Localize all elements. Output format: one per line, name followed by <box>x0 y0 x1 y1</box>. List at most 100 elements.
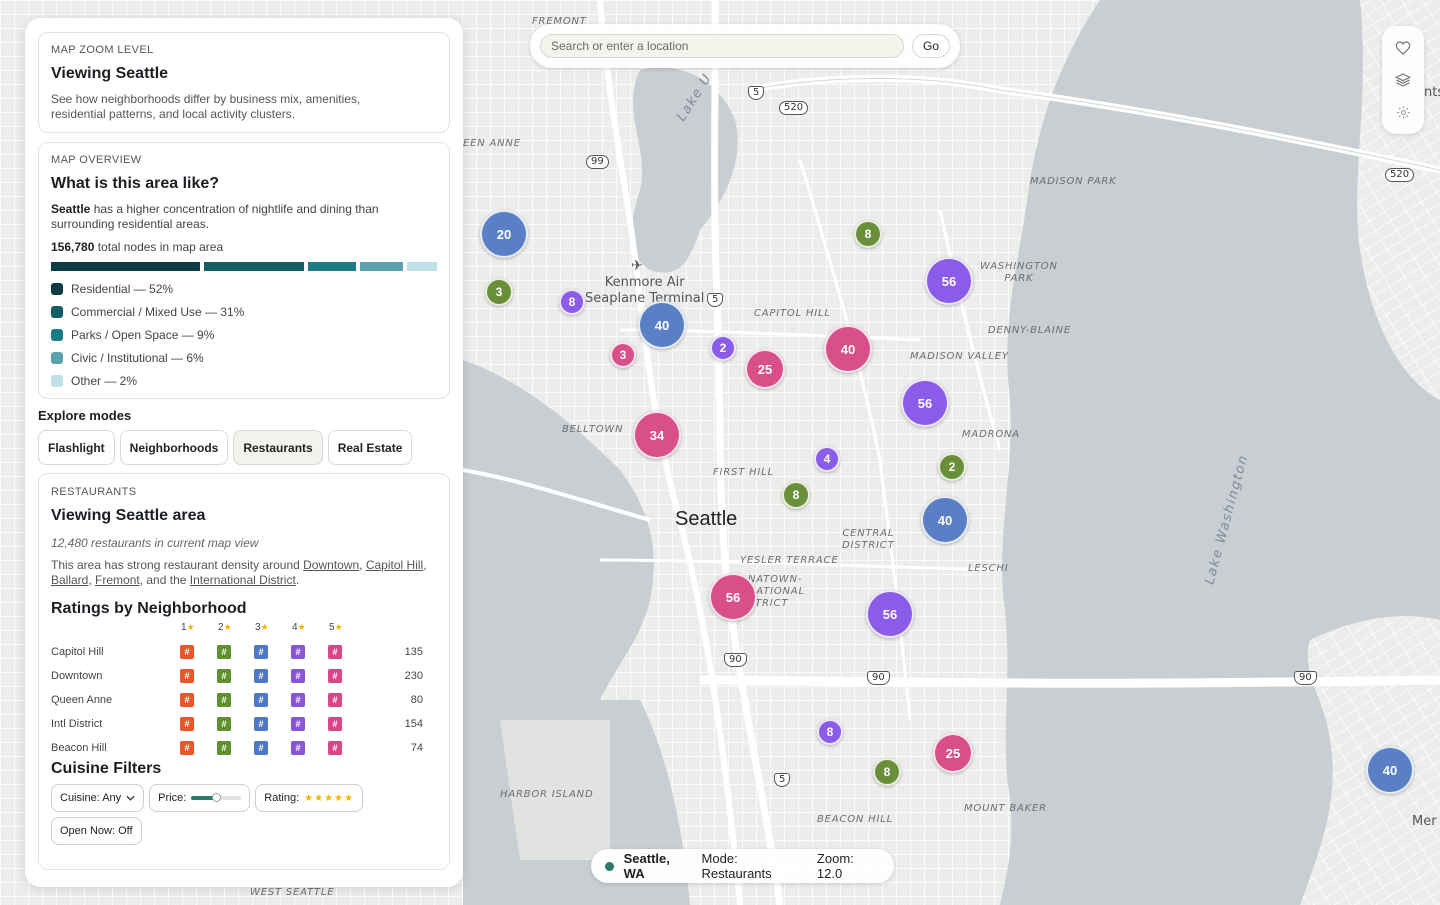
go-button[interactable]: Go <box>911 34 950 58</box>
rating-cell[interactable]: # <box>328 741 342 755</box>
mode-tab-real-estate[interactable]: Real Estate <box>327 430 413 465</box>
rating-header: 2★ <box>218 622 232 633</box>
rating-cell[interactable]: # <box>217 693 231 707</box>
legend-label: Other — 2% <box>71 373 138 388</box>
neighborhood-name: Capitol Hill <box>51 646 104 658</box>
label-madison-park: MADISON PARK <box>1030 176 1117 187</box>
highway-shield-90: 90 <box>1294 671 1317 685</box>
rating-cell[interactable]: # <box>328 693 342 707</box>
map-cluster-marker[interactable]: 56 <box>901 379 949 427</box>
rating-filter[interactable]: Rating: ★★★★★ <box>255 784 363 812</box>
price-slider[interactable] <box>191 793 242 802</box>
rating-cell[interactable]: # <box>217 741 231 755</box>
rating-cell[interactable]: # <box>180 741 194 755</box>
rating-cell[interactable]: # <box>291 669 305 683</box>
rating-total: 230 <box>404 670 423 682</box>
map-cluster-marker[interactable]: 40 <box>1366 746 1414 794</box>
legend-swatch <box>51 305 63 318</box>
chevron-down-icon <box>126 795 135 801</box>
rating-cell[interactable]: # <box>254 717 268 731</box>
legend-label: Commercial / Mixed Use — 31% <box>71 304 245 319</box>
favorite-button[interactable] <box>1390 35 1416 61</box>
rating-cell[interactable]: # <box>328 669 342 683</box>
rating-cell[interactable]: # <box>254 741 268 755</box>
rating-cell[interactable]: # <box>180 645 194 659</box>
rating-cell[interactable]: # <box>291 693 305 707</box>
map-cluster-marker[interactable]: 25 <box>933 733 973 773</box>
rating-cell[interactable]: # <box>217 645 231 659</box>
map-cluster-marker[interactable]: 2 <box>938 453 966 481</box>
land-use-bar-segment <box>204 262 304 271</box>
rating-cell[interactable]: # <box>180 693 194 707</box>
rating-cell[interactable]: # <box>291 741 305 755</box>
cuisine-select[interactable]: Cuisine: Any <box>51 784 145 812</box>
open-now-toggle[interactable]: Open Now: Off <box>51 817 142 845</box>
price-slider-handle[interactable] <box>212 793 222 802</box>
neighborhood-name: Queen Anne <box>51 694 113 706</box>
land-use-bar-segment <box>407 262 437 271</box>
rating-cell[interactable]: # <box>180 669 194 683</box>
mode-tab-flashlight[interactable]: Flashlight <box>38 430 115 465</box>
land-use-legend: Residential — 52% Commercial / Mixed Use … <box>51 277 437 392</box>
label-queen-anne: EEN ANNE <box>463 138 521 149</box>
map-cluster-marker[interactable]: 40 <box>824 325 872 373</box>
neighborhood-name: Beacon Hill <box>51 742 107 754</box>
rating-cell[interactable]: # <box>217 669 231 683</box>
map-cluster-marker[interactable]: 40 <box>921 496 969 544</box>
map-cluster-marker[interactable]: 8 <box>817 719 843 745</box>
map-cluster-marker[interactable]: 3 <box>485 278 513 306</box>
map-cluster-marker[interactable]: 3 <box>610 342 636 368</box>
rating-cell[interactable]: # <box>328 645 342 659</box>
map-cluster-marker[interactable]: 56 <box>925 257 973 305</box>
mode-tab-restaurants[interactable]: Restaurants <box>233 430 323 465</box>
rating-cell[interactable]: # <box>291 645 305 659</box>
layers-button[interactable] <box>1390 67 1416 93</box>
rating-cell[interactable]: # <box>328 717 342 731</box>
price-filter: Price: <box>149 784 251 812</box>
map-cluster-marker[interactable]: 56 <box>709 573 757 621</box>
rating-cell[interactable]: # <box>180 717 194 731</box>
map-cluster-marker[interactable]: 4 <box>814 446 840 472</box>
ratings-row: Downtown # # # # #230 <box>51 669 437 685</box>
neighborhood-link[interactable]: Fremont <box>95 573 140 587</box>
map-cluster-marker[interactable]: 2 <box>710 335 736 361</box>
label-belltown: BELLTOWN <box>562 424 624 435</box>
label-beacon-hill: BEACON HILL <box>817 814 893 825</box>
map-cluster-marker[interactable]: 8 <box>854 220 882 248</box>
cuisine-filters-title: Cuisine Filters <box>51 760 162 777</box>
label-points: nts <box>1424 85 1440 100</box>
elliott-bay <box>463 360 654 700</box>
map-cluster-marker[interactable]: 20 <box>480 210 528 258</box>
map-cluster-marker[interactable]: 8 <box>782 481 810 509</box>
status-mode: Mode: Restaurants <box>701 851 772 881</box>
legend-swatch <box>51 351 63 364</box>
rating-cell[interactable]: # <box>254 693 268 707</box>
label-central-district: CENTRAL DISTRICT <box>842 528 895 551</box>
search-input[interactable] <box>540 34 904 58</box>
settings-button[interactable] <box>1390 99 1416 125</box>
neighborhood-link[interactable]: Ballard <box>51 573 89 587</box>
neighborhood-link[interactable]: International District <box>189 573 296 587</box>
map-cluster-marker[interactable]: 25 <box>745 349 785 389</box>
rating-cell[interactable]: # <box>217 717 231 731</box>
map-cluster-marker[interactable]: 56 <box>866 590 914 638</box>
neighborhood-link[interactable]: Capitol Hill <box>365 558 424 572</box>
map-cluster-marker[interactable]: 40 <box>638 301 686 349</box>
rating-cell[interactable]: # <box>254 669 268 683</box>
ratings-row: Capitol Hill # # # # #135 <box>51 645 437 661</box>
highway-shield-99: 99 <box>586 155 609 169</box>
highway-shield-5: 5 <box>748 86 765 100</box>
mode-tab-neighborhoods[interactable]: Neighborhoods <box>119 430 229 465</box>
map-cluster-marker[interactable]: 8 <box>559 289 585 315</box>
map-cluster-marker[interactable]: 8 <box>873 758 901 786</box>
neighborhood-link[interactable]: Downtown <box>303 558 360 572</box>
restaurants-title: Viewing Seattle area <box>51 507 206 524</box>
map-cluster-marker[interactable]: 34 <box>633 411 681 459</box>
rating-header: 1★ <box>181 622 195 633</box>
overview-eyebrow: MAP OVERVIEW <box>51 154 142 166</box>
rating-cell[interactable]: # <box>291 717 305 731</box>
ratings-row: Queen Anne # # # # #80 <box>51 693 437 709</box>
land-use-bar-segment <box>307 262 357 271</box>
rating-header: 4★ <box>292 622 306 633</box>
rating-cell[interactable]: # <box>254 645 268 659</box>
